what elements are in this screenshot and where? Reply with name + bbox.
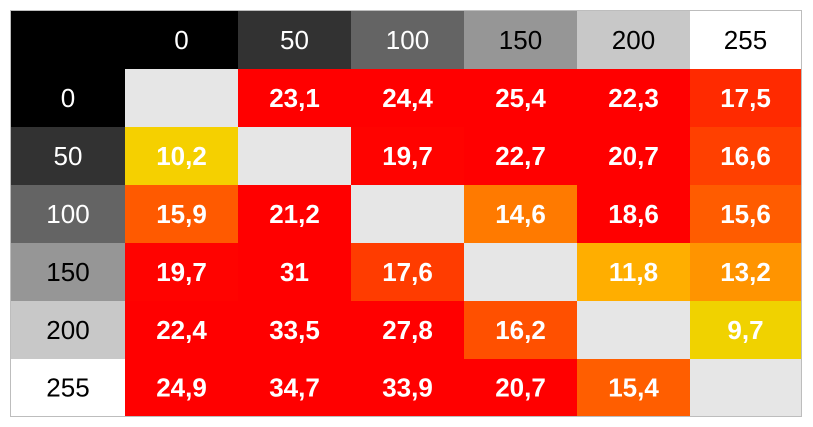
cell-value-label: 14,6 [495, 199, 546, 229]
corner-cell [11, 11, 125, 69]
cell-value-label: 27,8 [382, 315, 433, 345]
heatmap-cell [125, 243, 238, 301]
cell-value-label: 20,7 [495, 373, 546, 403]
cell-value-label: 33,9 [382, 373, 433, 403]
cell-value-label: 33,5 [269, 315, 320, 345]
cell-value-label: 19,7 [156, 257, 207, 287]
cell-value-label: 22,4 [156, 315, 207, 345]
heatmap-cell [125, 359, 238, 416]
cell-value-label: 11,8 [609, 257, 658, 287]
cell-value-label: 22,3 [608, 83, 659, 113]
heatmap-cell [351, 69, 464, 127]
cell-value-label: 23,1 [269, 83, 320, 113]
heatmap-cell [464, 359, 577, 416]
cell-value-label: 9,7 [727, 315, 763, 345]
diagonal-cell [351, 185, 464, 243]
heatmap-cell [464, 185, 577, 243]
cell-value-label: 16,2 [495, 315, 546, 345]
row-header-label: 100 [46, 199, 89, 229]
cell-value-label: 20,7 [608, 141, 659, 171]
heatmap-cell [464, 69, 577, 127]
heatmap-cell [351, 243, 464, 301]
cell-value-label: 16,6 [720, 141, 771, 171]
row-header-label: 255 [46, 373, 89, 403]
heatmap-cell [577, 243, 690, 301]
cell-value-label: 34,7 [269, 373, 320, 403]
cell-value-label: 13,2 [720, 257, 771, 287]
heatmap-cell [125, 127, 238, 185]
row-header-cell [11, 69, 125, 127]
cell-value-label: 22,7 [495, 141, 546, 171]
row-header-cell [11, 185, 125, 243]
cell-value-label: 17,6 [382, 257, 433, 287]
row-header-label: 200 [46, 315, 89, 345]
row-header-label: 150 [46, 257, 89, 287]
cell-value-label: 25,4 [495, 83, 546, 113]
column-header-cell [464, 11, 577, 69]
heatmap-cell [238, 301, 351, 359]
heatmap-cell [690, 69, 801, 127]
heatmap-svg: 0 50 100 150 200 255 0 50 100 150 200 255 23,1 24,4 25… [11, 11, 801, 416]
heatmap-cell [577, 359, 690, 416]
heatmap-cell [125, 185, 238, 243]
column-header-cell [577, 11, 690, 69]
heatmap-cell [238, 359, 351, 416]
column-header-label: 100 [386, 25, 429, 55]
heatmap-cell [577, 69, 690, 127]
heatmap-cell [690, 127, 801, 185]
column-header-cell [690, 11, 801, 69]
cell-value-label: 21,2 [269, 199, 320, 229]
heatmap-cell [238, 69, 351, 127]
column-header-label: 150 [499, 25, 542, 55]
column-header-label: 200 [612, 25, 655, 55]
heatmap-cell [690, 243, 801, 301]
heatmap-cell [351, 359, 464, 416]
cell-value-label: 19,7 [382, 141, 433, 171]
row-header-cell [11, 127, 125, 185]
heatmap-cell [351, 127, 464, 185]
row-header-label: 0 [61, 83, 75, 113]
column-header-label: 0 [174, 25, 188, 55]
cell-value-label: 24,9 [156, 373, 207, 403]
row-header-cell [11, 359, 125, 416]
heatmap-cell [577, 127, 690, 185]
column-header-cell [125, 11, 238, 69]
cell-value-label: 31 [280, 257, 309, 287]
cell-value-label: 10,2 [156, 141, 207, 171]
heatmap-cell [238, 185, 351, 243]
row-header-cell [11, 243, 125, 301]
heatmap-cell [464, 301, 577, 359]
diagonal-cell [577, 301, 690, 359]
row-header-cell [11, 301, 125, 359]
heatmap-cell [125, 301, 238, 359]
cell-value-label: 24,4 [382, 83, 433, 113]
column-header-label: 50 [280, 25, 309, 55]
cell-value-label: 15,9 [156, 199, 207, 229]
column-header-cell [238, 11, 351, 69]
cell-value-label: 15,4 [608, 373, 659, 403]
heatmap-cell [464, 127, 577, 185]
diagonal-cell [690, 359, 801, 416]
heatmap-cell [690, 185, 801, 243]
heatmap-cell [690, 301, 801, 359]
cell-value-label: 15,6 [720, 199, 771, 229]
diagonal-cell [125, 69, 238, 127]
column-header-cell [351, 11, 464, 69]
heatmap-cell [577, 185, 690, 243]
cell-value-label: 18,6 [608, 199, 659, 229]
cell-value-label: 17,5 [720, 83, 771, 113]
heatmap-chart: 0 50 100 150 200 255 0 50 100 150 200 255 23,1 24,4 25… [10, 10, 802, 417]
row-header-label: 50 [54, 141, 83, 171]
diagonal-cell [238, 127, 351, 185]
heatmap-cell [238, 243, 351, 301]
heatmap-cell [351, 301, 464, 359]
column-header-label: 255 [724, 25, 767, 55]
diagonal-cell [464, 243, 577, 301]
